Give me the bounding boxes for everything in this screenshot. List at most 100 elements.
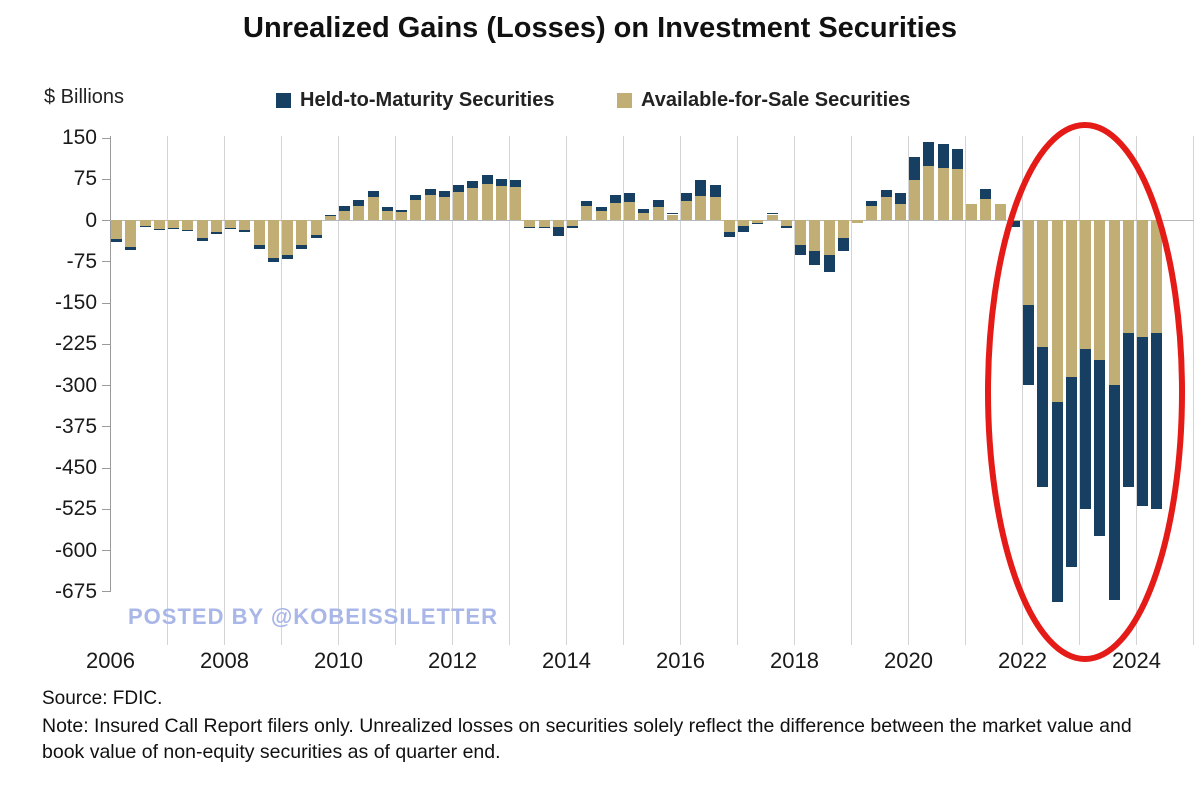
legend-label-htm: Held-to-Maturity Securities — [300, 89, 555, 111]
bar-afs-2010Q1 — [339, 210, 350, 221]
bar-htm-2013Q4 — [552, 226, 564, 237]
year-gridline — [167, 136, 168, 645]
year-gridline — [908, 136, 909, 645]
bar-htm-2016Q1 — [681, 193, 692, 202]
bar-afs-2006Q1 — [111, 220, 122, 239]
bar-htm-2007Q3 — [196, 238, 208, 241]
x-axis-tick-label: 2012 — [428, 648, 477, 673]
bar-htm-2006Q1 — [111, 238, 122, 242]
year-gridline — [965, 136, 966, 645]
bar-afs-2019Q3 — [880, 196, 892, 220]
bar-htm-2020Q4 — [951, 148, 963, 170]
source-text: Source: FDIC. — [42, 688, 163, 709]
year-gridline — [338, 136, 339, 645]
bar-afs-2013Q3 — [538, 220, 550, 227]
bar-afs-2014Q1 — [567, 220, 578, 226]
y-axis-tick — [102, 220, 110, 221]
bar-htm-2016Q3 — [709, 184, 721, 197]
bar-htm-2012Q3 — [481, 174, 493, 184]
bar-htm-2023Q2 — [1094, 360, 1106, 537]
bar-htm-2018Q3 — [823, 254, 835, 273]
bar-htm-2021Q2 — [980, 188, 992, 199]
bar-htm-2023Q3 — [1108, 385, 1120, 600]
bar-afs-2008Q3 — [253, 220, 265, 246]
bar-afs-2022Q3 — [1051, 220, 1063, 402]
y-axis-tick-label: -675 — [54, 579, 97, 603]
bar-htm-2018Q2 — [809, 251, 821, 266]
bar-afs-2012Q4 — [495, 185, 507, 220]
bar-afs-2013Q4 — [552, 220, 564, 227]
year-gridline — [794, 136, 795, 645]
year-gridline — [737, 136, 738, 645]
bar-afs-2007Q3 — [196, 220, 208, 239]
bar-htm-2015Q4 — [666, 212, 678, 215]
bar-htm-2016Q2 — [695, 180, 707, 197]
bar-htm-2014Q4 — [609, 194, 621, 203]
y-axis-tick — [102, 302, 110, 304]
year-gridline — [680, 136, 681, 645]
legend-swatch-htm — [276, 93, 291, 108]
bar-htm-2013Q3 — [538, 226, 550, 229]
bar-afs-2013Q1 — [510, 187, 521, 220]
bar-htm-2022Q3 — [1051, 401, 1063, 603]
bar-afs-2019Q4 — [894, 203, 906, 220]
bar-afs-2017Q2 — [752, 220, 764, 224]
bar-htm-2019Q4 — [894, 192, 906, 204]
bar-htm-2023Q4 — [1122, 332, 1134, 487]
bar-htm-2020Q3 — [937, 144, 949, 168]
bar-afs-2021Q2 — [980, 198, 992, 221]
bar-afs-2023Q4 — [1122, 220, 1134, 333]
y-axis-tick — [102, 508, 110, 510]
bar-htm-2010Q2 — [353, 200, 365, 206]
bar-htm-2007Q2 — [182, 230, 194, 232]
y-axis-line — [110, 136, 111, 592]
bar-afs-2016Q1 — [681, 201, 692, 220]
bar-htm-2010Q4 — [381, 206, 393, 211]
year-gridline — [281, 136, 282, 645]
bar-afs-2017Q3 — [766, 214, 778, 220]
y-axis-tick-label: 0 — [85, 208, 97, 232]
bar-htm-2015Q2 — [638, 209, 650, 213]
x-axis-tick-label: 2024 — [1112, 648, 1161, 673]
year-gridline — [566, 136, 567, 645]
bar-afs-2023Q3 — [1108, 220, 1120, 385]
bar-htm-2015Q3 — [652, 200, 664, 207]
bar-afs-2014Q3 — [595, 211, 607, 220]
bar-htm-2008Q1 — [225, 227, 236, 230]
bar-htm-2018Q4 — [837, 237, 849, 251]
note-text: Note: Insured Call Report filers only. U… — [42, 715, 1132, 763]
bar-htm-2019Q2 — [866, 200, 878, 207]
year-gridline — [623, 136, 624, 645]
bar-afs-2018Q2 — [809, 220, 821, 252]
y-axis-tick-label: 150 — [61, 126, 97, 149]
bar-afs-2016Q4 — [723, 220, 735, 232]
bar-htm-2009Q3 — [310, 234, 322, 239]
bar-afs-2014Q2 — [581, 206, 593, 221]
watermark-text: POSTED BY @KOBEISSILETTER — [128, 604, 498, 629]
bar-htm-2013Q2 — [524, 226, 536, 229]
bar-afs-2011Q4 — [438, 196, 450, 220]
bar-afs-2020Q2 — [923, 166, 935, 220]
legend-swatch-afs — [617, 93, 632, 108]
bar-afs-2007Q1 — [168, 220, 179, 228]
y-axis-tick-label: -75 — [66, 249, 97, 273]
bar-htm-2022Q4 — [1065, 376, 1077, 567]
bar-afs-2008Q1 — [225, 220, 236, 228]
x-axis-tick-label: 2020 — [884, 648, 933, 673]
bar-afs-2009Q1 — [282, 220, 293, 255]
bar-afs-2015Q3 — [652, 206, 664, 220]
bar-afs-2016Q2 — [695, 196, 707, 220]
bar-htm-2006Q3 — [139, 226, 151, 228]
bar-htm-2017Q4 — [780, 225, 792, 228]
bar-htm-2011Q1 — [396, 210, 407, 213]
bar-htm-2011Q2 — [410, 195, 422, 201]
y-axis-tick-label: -375 — [54, 414, 97, 438]
bar-afs-2012Q2 — [467, 188, 479, 220]
bar-afs-2006Q4 — [153, 220, 165, 229]
year-gridline — [452, 136, 453, 645]
bar-afs-2010Q4 — [381, 210, 393, 221]
x-axis-tick-label: 2016 — [656, 648, 705, 673]
y-axis-tick-label: -450 — [54, 456, 97, 479]
bar-afs-2011Q1 — [396, 212, 407, 220]
